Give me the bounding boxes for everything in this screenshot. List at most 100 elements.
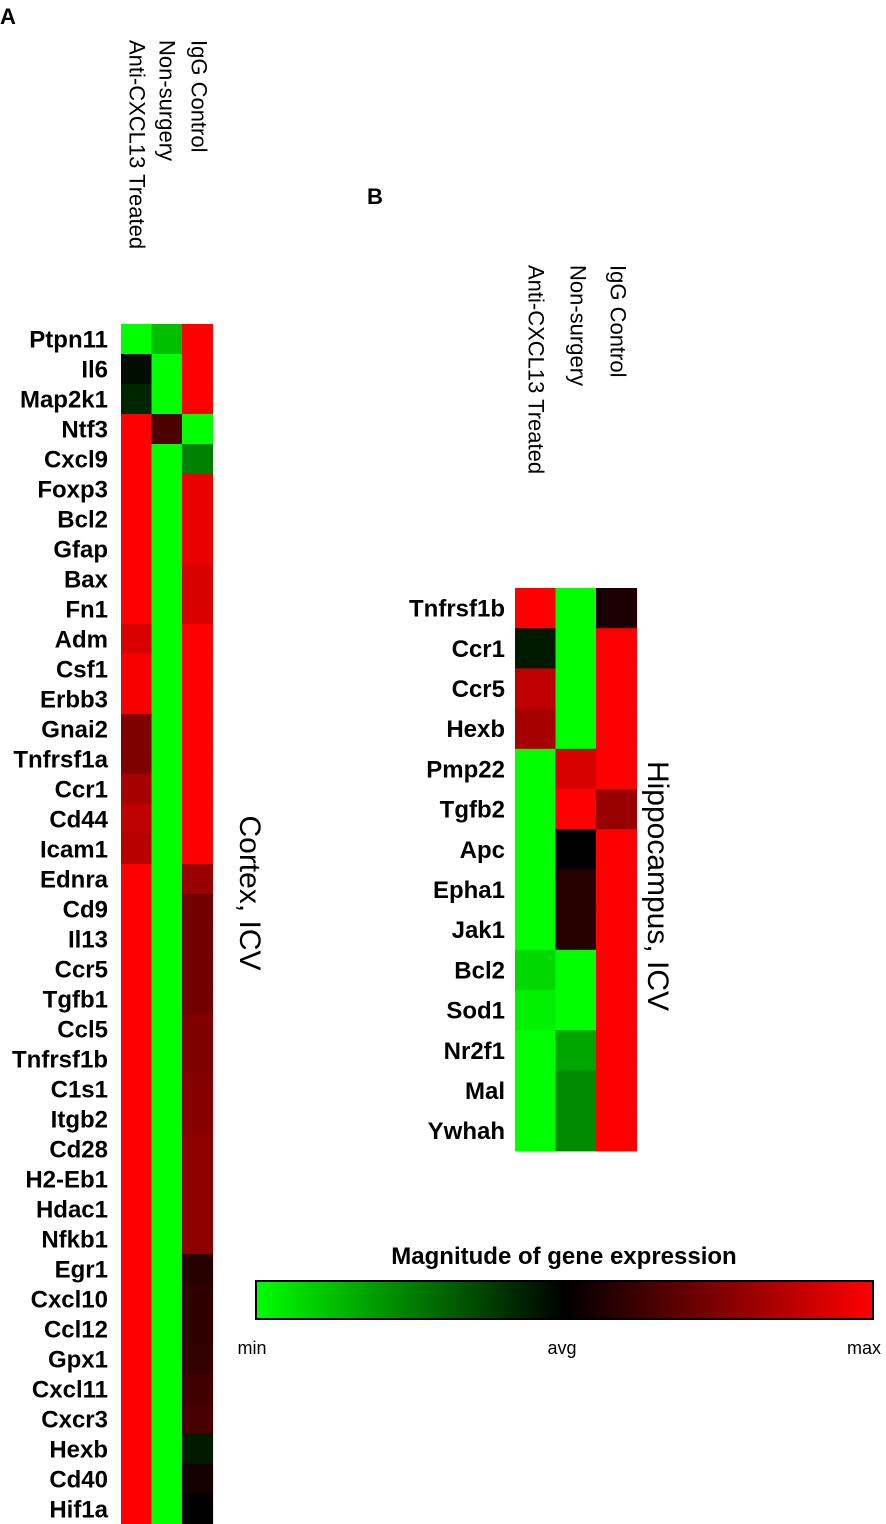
heatmap-cell — [151, 714, 183, 745]
heatmap-cell — [121, 1164, 153, 1195]
color-scale-max-label: max — [847, 1338, 881, 1358]
heatmap-cell — [555, 829, 597, 870]
gene-label: Nfkb1 — [41, 1227, 108, 1254]
heatmap-cell — [151, 624, 183, 655]
heatmap-cell — [182, 534, 214, 565]
heatmap-cell — [555, 909, 597, 951]
heatmap-cell — [596, 1030, 638, 1071]
gene-label: Gpx1 — [48, 1347, 108, 1374]
gene-label: Il13 — [68, 927, 108, 954]
heatmap-cell — [121, 744, 153, 775]
gene-label: Jak1 — [452, 917, 505, 944]
heatmap-cell — [121, 1434, 153, 1465]
heatmap-cell — [182, 1104, 214, 1135]
heatmap-cell — [182, 1314, 214, 1345]
heatmap-cell — [596, 869, 638, 911]
heatmap-cell — [121, 1404, 153, 1435]
heatmap-cell — [555, 748, 597, 790]
heatmap-cell — [182, 684, 214, 715]
heatmap-cell — [151, 1404, 183, 1435]
heatmap-cell — [151, 504, 183, 535]
heatmap-cell — [182, 984, 214, 1015]
heatmap-cell — [182, 1074, 214, 1105]
heatmap-cell — [121, 1254, 153, 1285]
column-label: Anti-CXCL13 Treated — [523, 265, 548, 474]
heatmap-cell — [182, 1344, 214, 1375]
heatmap-cell — [151, 1044, 183, 1075]
heatmap-cell — [182, 714, 214, 745]
heatmap-cell — [121, 1344, 153, 1375]
heatmap-cell — [121, 1464, 153, 1495]
heatmap-cell — [182, 804, 214, 835]
gene-label: Cxcl10 — [31, 1287, 108, 1314]
heatmap-cell — [182, 774, 214, 805]
heatmap-cell — [182, 654, 214, 685]
heatmap-cell — [596, 668, 638, 710]
gene-label: Cxcr3 — [41, 1407, 108, 1434]
heatmap-cell — [182, 1464, 214, 1495]
heatmap-cell — [555, 708, 597, 750]
heatmap-cell — [515, 990, 557, 1031]
heatmap-cell — [182, 1404, 214, 1435]
heatmap-cell — [182, 954, 214, 985]
heatmap-cell — [515, 909, 557, 951]
heatmap-cell — [555, 869, 597, 911]
heatmap-cell — [151, 834, 183, 865]
heatmap-cell — [182, 1434, 214, 1465]
gene-label: Tnfrsf1b — [12, 1047, 108, 1074]
gene-label: Fn1 — [65, 597, 108, 624]
heatmap-cell — [182, 354, 214, 385]
heatmap-cell — [596, 990, 638, 1031]
heatmap-cell — [121, 624, 153, 655]
heatmap-cell — [515, 949, 557, 991]
heatmap-cell — [151, 1254, 183, 1285]
heatmap-cell — [182, 864, 214, 895]
heatmap-cell — [121, 1074, 153, 1105]
heatmap-cell — [182, 624, 214, 655]
gene-label: Bcl2 — [57, 507, 108, 534]
heatmap-cell — [151, 924, 183, 955]
heatmap-cell — [151, 474, 183, 505]
gene-label: Gfap — [53, 537, 108, 564]
gene-label: Ccl5 — [57, 1017, 108, 1044]
heatmap-cell — [151, 1074, 183, 1105]
heatmap-title: Cortex, ICV — [233, 815, 266, 970]
heatmap-cell — [151, 1434, 183, 1465]
heatmap-cell — [121, 924, 153, 955]
heatmap-cell — [515, 668, 557, 710]
gene-label: Ntf3 — [61, 417, 108, 444]
gene-label: Bax — [64, 567, 109, 594]
gene-label: Tnfrsf1b — [409, 596, 505, 623]
gene-label: Tgfb1 — [43, 987, 108, 1014]
heatmap-cell — [182, 924, 214, 955]
heatmap-cell — [182, 444, 214, 475]
gene-label: Ccr1 — [452, 636, 505, 663]
gene-label: Il6 — [81, 357, 108, 384]
gene-label: Egr1 — [55, 1257, 108, 1284]
heatmap-cell — [151, 1134, 183, 1165]
heatmap-cell — [555, 1070, 597, 1112]
heatmap-cell — [182, 474, 214, 505]
heatmap-cell — [555, 1110, 597, 1152]
heatmap-cell — [121, 1014, 153, 1045]
gene-label: Mal — [465, 1078, 505, 1105]
heatmap-cell — [151, 864, 183, 895]
heatmap-cell — [151, 384, 183, 415]
heatmap-cell — [151, 1194, 183, 1225]
heatmap-cell — [596, 1070, 638, 1112]
heatmap-cell — [151, 324, 183, 355]
heatmap-cell — [182, 1194, 214, 1225]
heatmap-cell — [121, 354, 153, 385]
heatmap-cell — [182, 384, 214, 415]
heatmap-cell — [555, 668, 597, 710]
panel-label-b: B — [367, 184, 383, 209]
heatmap-cell — [182, 324, 214, 355]
heatmap-cell — [121, 534, 153, 565]
heatmap-cell — [182, 414, 214, 445]
gene-label: Ccr1 — [55, 777, 108, 804]
heatmap-cell — [182, 1284, 214, 1315]
heatmap-cell — [121, 1134, 153, 1165]
heatmap-cell — [121, 384, 153, 415]
gene-label: Ptpn11 — [29, 327, 108, 354]
